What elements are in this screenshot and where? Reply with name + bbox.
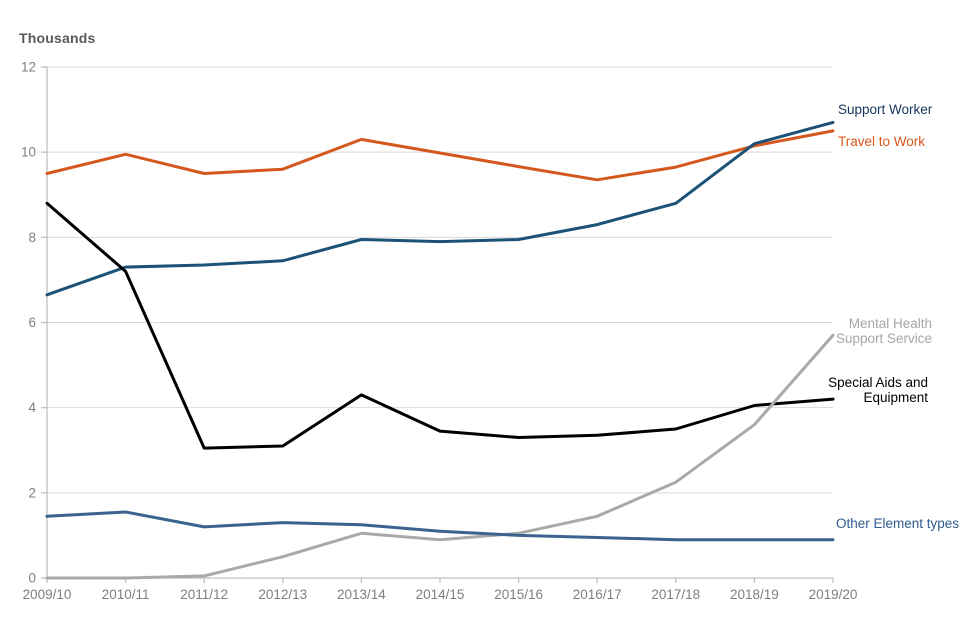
y-tick-label: 2 bbox=[28, 485, 36, 500]
series-line-other-element-types bbox=[45, 510, 835, 542]
series-label-travel-to-work: Travel to Work bbox=[838, 134, 925, 149]
series-line-support-worker bbox=[45, 120, 835, 297]
x-tick-label: 2017/18 bbox=[651, 587, 700, 602]
x-tick-label: 2014/15 bbox=[416, 587, 465, 602]
y-tick-label: 6 bbox=[28, 315, 36, 330]
series-label-support-worker: Support Worker bbox=[838, 102, 933, 117]
series-line-travel-to-work bbox=[45, 129, 835, 182]
y-tick-label: 0 bbox=[28, 571, 36, 586]
series-label-other-element-types: Other Element types bbox=[836, 516, 959, 531]
series-label-special-aids-and-equipment: Special Aids and Equipment bbox=[828, 375, 928, 405]
x-tick-label: 2019/20 bbox=[809, 587, 858, 602]
x-tick-label: 2009/10 bbox=[23, 587, 72, 602]
y-tick-label: 10 bbox=[21, 145, 36, 160]
x-tick-label: 2011/12 bbox=[180, 587, 228, 602]
x-tick-label: 2018/19 bbox=[730, 587, 779, 602]
y-tick-label: 8 bbox=[28, 230, 36, 245]
y-axis-unit-label: Thousands bbox=[19, 30, 96, 46]
x-tick-label: 2016/17 bbox=[573, 587, 622, 602]
x-tick-label: 2012/13 bbox=[258, 587, 307, 602]
x-tick-label: 2010/11 bbox=[102, 587, 150, 602]
x-tick-label: 2013/14 bbox=[337, 587, 386, 602]
x-tick-label: 2015/16 bbox=[494, 587, 543, 602]
y-tick-label: 4 bbox=[28, 400, 36, 415]
series-label-mental-health-support-service: Mental Health Support Service bbox=[836, 316, 932, 346]
series-line-mental-health-support-service bbox=[45, 333, 835, 580]
series-line-special-aids-and-equipment bbox=[45, 201, 835, 450]
y-tick-label: 12 bbox=[21, 60, 36, 75]
